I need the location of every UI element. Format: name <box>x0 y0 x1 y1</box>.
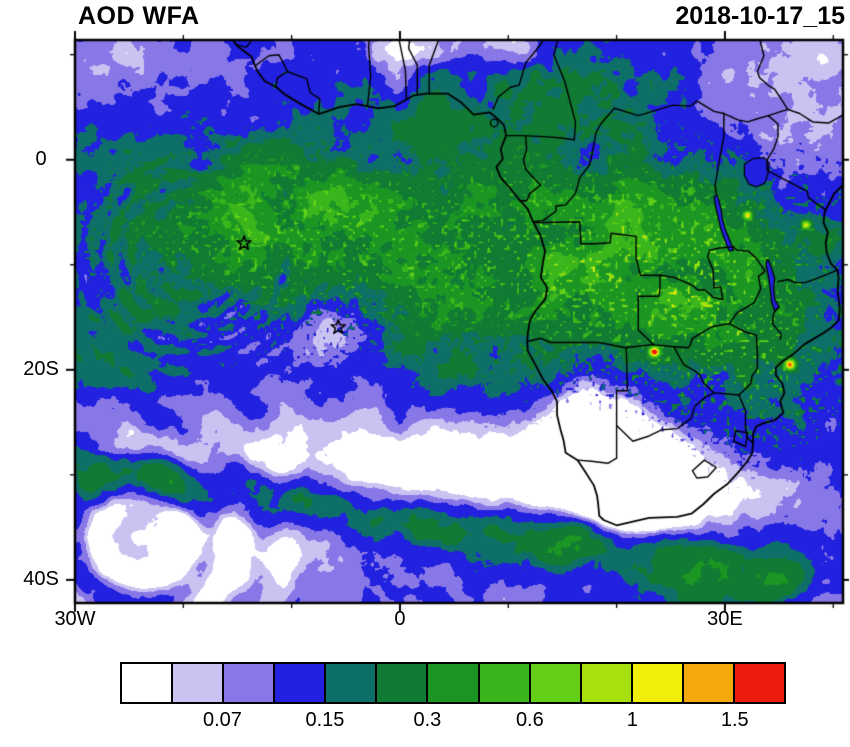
colorbar-segment <box>632 664 684 702</box>
colorbar-labels: 0.07 0.15 0.3 0.6 1 1.5 <box>120 709 786 735</box>
colorbar-segment <box>581 664 633 702</box>
colorbar-segment <box>683 664 735 702</box>
colorbar-segment <box>734 664 785 702</box>
colorbar-tick-label: 1.5 <box>720 709 749 731</box>
x-axis-tick-label: 30E <box>707 608 743 630</box>
colorbar-tick-label: 0.3 <box>413 709 442 731</box>
x-axis-tick-label: 30W <box>54 608 96 630</box>
colorbar-segment <box>275 664 327 702</box>
colorbar-segment <box>326 664 378 702</box>
y-axis-tick-label: 20S <box>23 357 59 380</box>
colorbar-segment <box>377 664 429 702</box>
colorbar-tick-label: 0.07 <box>202 709 242 731</box>
colorbar-segment <box>173 664 225 702</box>
y-axis-tick-label: 0 <box>35 147 47 170</box>
colorbar-segment <box>122 664 174 702</box>
colorbar-tick-label: 1 <box>626 709 638 731</box>
colorbar-segment <box>224 664 276 702</box>
y-axis-tick-label: 40S <box>23 567 59 590</box>
colorbar-tick-label: 0.15 <box>305 709 345 731</box>
colorbar <box>120 662 786 704</box>
colorbar-segment <box>530 664 582 702</box>
colorbar-tick-label: 0.6 <box>515 709 544 731</box>
x-axis-tick-label: 0 <box>394 608 406 630</box>
colorbar-segment <box>479 664 531 702</box>
colorbar-segment <box>428 664 480 702</box>
